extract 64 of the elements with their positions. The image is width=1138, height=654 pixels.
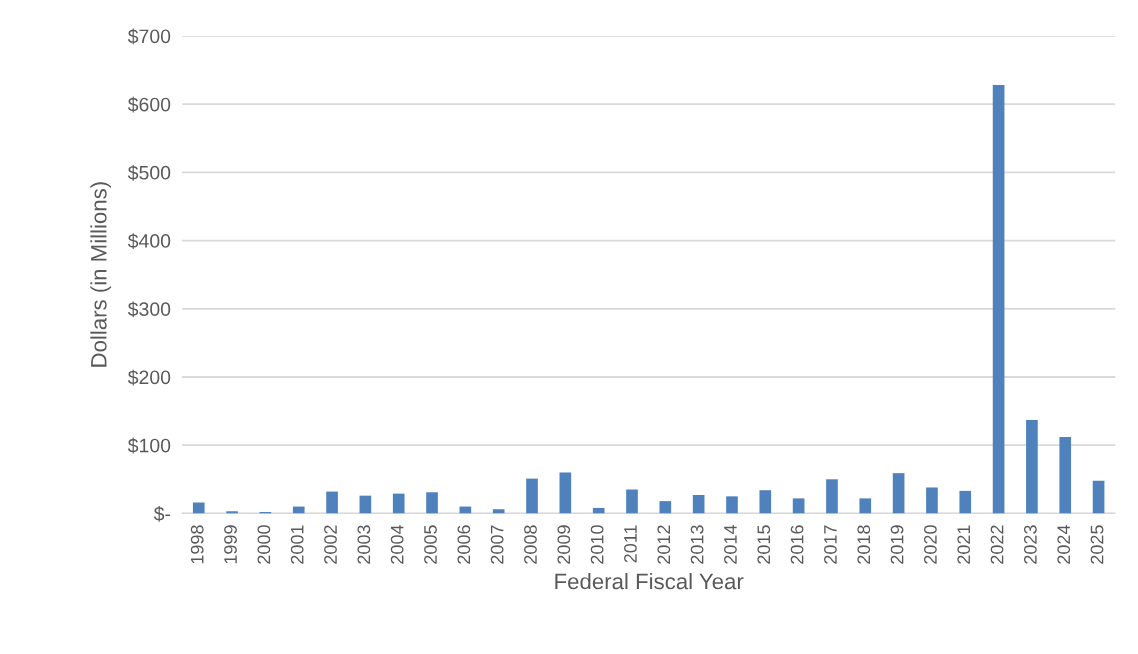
bar (959, 490, 972, 514)
bar (392, 493, 405, 514)
bar (326, 491, 338, 514)
x-tick-label: 2010 (590, 525, 604, 564)
x-tick-label: 2016 (790, 525, 804, 564)
x-tick-label: 2015 (757, 525, 771, 564)
x-axis-title: Federal Fiscal Year (555, 573, 744, 590)
bar (1092, 480, 1105, 514)
x-tick-label: 1998 (190, 525, 204, 564)
x-tick-label: 2013 (690, 525, 704, 564)
bar (1059, 437, 1072, 514)
x-tick-label: 2000 (257, 525, 271, 564)
bar (926, 487, 938, 514)
x-tick-label: 2003 (357, 525, 371, 564)
bar (492, 509, 505, 514)
x-tick-label: 2019 (890, 525, 904, 564)
y-tick-label: $300 (127, 301, 171, 318)
bar (992, 85, 1005, 514)
bar (892, 473, 905, 514)
bar (292, 506, 305, 514)
bar (559, 472, 572, 514)
x-tick-label: 2008 (524, 525, 537, 564)
x-tick-label: 2023 (1023, 525, 1037, 564)
bar (592, 507, 605, 514)
x-tick-label: 2012 (657, 525, 671, 564)
y-tick-label: $700 (127, 28, 171, 45)
y-tick-label: $500 (127, 165, 171, 181)
x-tick-label: 2007 (490, 525, 504, 564)
x-tick-label: 2014 (724, 525, 737, 564)
x-tick-label: 2011 (624, 525, 637, 563)
x-tick-label: 2022 (990, 525, 1004, 564)
bar (192, 502, 205, 514)
x-tick-label: 2024 (1057, 525, 1071, 564)
bar (826, 479, 838, 514)
x-tick-label: 2025 (1090, 525, 1104, 564)
bar (526, 478, 538, 514)
y-tick-label: $400 (127, 233, 171, 249)
y-tick-label: $- (153, 506, 171, 522)
x-tick-label: 2017 (824, 525, 837, 564)
bar (859, 498, 872, 514)
x-tick-label: 2001 (290, 525, 304, 564)
x-tick-label: 1999 (224, 525, 237, 564)
x-tick-label: 2002 (324, 525, 337, 564)
x-tick-label: 2009 (557, 525, 571, 564)
bar (759, 490, 772, 514)
bar (426, 492, 438, 514)
bar (659, 501, 672, 514)
bar (1026, 419, 1038, 514)
y-tick-label: $600 (127, 96, 171, 113)
bar (226, 511, 238, 514)
x-tick-label: 2021 (957, 525, 971, 564)
bar (726, 496, 738, 514)
x-tick-label: 2020 (924, 525, 937, 564)
x-tick-label: 2005 (424, 525, 437, 564)
x-tick-label: 2006 (457, 525, 471, 564)
bar (359, 495, 372, 514)
x-tick-label: 2018 (857, 525, 871, 564)
x-tick-label: 2004 (390, 525, 404, 564)
bar (692, 494, 705, 514)
y-axis-title: Dollars (in Millions) (90, 182, 112, 367)
y-tick-label: $200 (127, 369, 171, 386)
bar (626, 489, 638, 514)
y-tick-label: $100 (127, 437, 171, 454)
bar (792, 498, 805, 514)
